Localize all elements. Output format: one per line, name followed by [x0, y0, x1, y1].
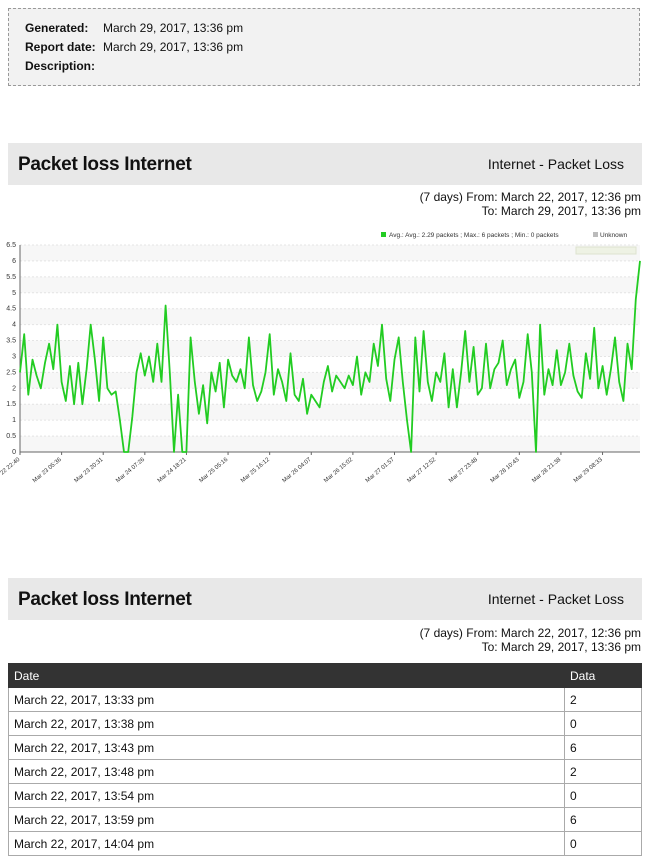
x-tick-label: Mar 24 07:26 [115, 457, 146, 485]
data-line [19, 260, 641, 453]
grid-band [20, 340, 640, 357]
y-tick-label: 3 [12, 353, 16, 360]
y-tick-label: 2.5 [6, 369, 16, 376]
y-tick-label: 1.5 [6, 401, 16, 408]
range-to: To: March 29, 2017, 13:36 pm [481, 640, 641, 654]
info-label: Generated: [25, 21, 89, 35]
section-header: Packet loss Internet Internet - Packet L… [8, 578, 642, 620]
table-cell: 0 [564, 783, 642, 808]
y-tick-label: 3.5 [6, 338, 16, 345]
grid-band [20, 245, 640, 261]
column-header: Date [8, 663, 565, 688]
table-cell: March 22, 2017, 14:04 pm [8, 831, 565, 856]
y-tick-label: 5 [12, 290, 16, 297]
table-row: March 22, 2017, 13:33 pm 2 [8, 687, 642, 712]
x-tick-label: Mar 27 01:57 [365, 457, 396, 485]
date-range: (7 days) From: March 22, 2017, 12:36 pm … [420, 190, 641, 218]
table-row: March 22, 2017, 13:54 pm 0 [8, 783, 642, 808]
section-subtitle: Internet - Packet Loss [487, 591, 624, 607]
info-value: March 29, 2017, 13:36 pm [103, 40, 244, 54]
table-row: March 22, 2017, 13:38 pm 0 [8, 711, 642, 736]
table-cell: March 22, 2017, 13:33 pm [8, 687, 565, 712]
x-tick-label: Mar 24 18:21 [157, 457, 188, 485]
table-row: March 22, 2017, 14:04 pm 0 [8, 831, 642, 856]
date-range: (7 days) From: March 22, 2017, 12:36 pm … [420, 626, 641, 654]
data-table: Date Data March 22, 2017, 13:33 pm 2 March 2… [8, 663, 642, 856]
x-tick-label: Mar 22 22:40 [0, 457, 22, 485]
legend-swatch [593, 232, 598, 237]
x-tick-label: Mar 25 05:16 [198, 457, 229, 485]
table-cell: March 22, 2017, 13:54 pm [8, 783, 565, 808]
section-header: Packet loss Internet Internet - Packet L… [8, 143, 642, 185]
column-header: Data [564, 663, 642, 688]
chart: 0 0.5 1 1.5 2 2.5 3 3.5 4 4.5 5 5.5 6 6.5 Mar 22 22:40… [0, 232, 641, 485]
table-cell: March 22, 2017, 13:59 pm [8, 807, 565, 832]
range-from: (7 days) From: March 22, 2017, 12:36 pm [419, 190, 641, 204]
legend-label: Avg.: Avg.: 2.29 packets ; Max.: 6 packe… [389, 232, 559, 239]
table-cell: 6 [564, 807, 642, 832]
table-row: March 22, 2017, 13:59 pm 6 [8, 807, 642, 832]
table-cell: March 22, 2017, 13:38 pm [8, 711, 565, 736]
table-cell: 0 [564, 831, 642, 856]
grid-band [20, 308, 640, 325]
x-tick-label: Mar 26 15:02 [323, 457, 354, 485]
info-label: Report date: [25, 40, 96, 54]
info-label: Description: [25, 59, 96, 73]
grid-band [20, 276, 640, 293]
section-subtitle: Internet - Packet Loss [487, 156, 624, 172]
grid-band [20, 404, 640, 421]
x-tick-label: Mar 26 04:07 [282, 457, 313, 485]
range-from: (7 days) From: March 22, 2017, 12:36 pm [419, 626, 641, 640]
grid-band [20, 436, 640, 452]
table-cell: March 22, 2017, 13:48 pm [8, 759, 565, 784]
info-row: Description: [25, 59, 639, 78]
y-tick-label: 4 [12, 322, 16, 329]
table-cell: 0 [564, 711, 642, 736]
y-tick-label: 2 [12, 385, 16, 392]
table-cell: 2 [564, 759, 642, 784]
legend-label: Unknown [600, 232, 627, 239]
legend-box [575, 246, 637, 255]
x-tick-label: Mar 29 08:33 [573, 457, 604, 485]
table-cell: March 22, 2017, 13:43 pm [8, 735, 565, 760]
y-tick-label: 4.5 [6, 306, 16, 313]
table-row: March 22, 2017, 13:43 pm 6 [8, 735, 642, 760]
x-tick-label: Mar 23 20:31 [74, 457, 105, 485]
x-tick-label: Mar 27 23:48 [448, 457, 479, 485]
x-tick-label: Mar 28 10:43 [490, 457, 521, 485]
table-cell: 2 [564, 687, 642, 712]
x-tick-label: Mar 28 21:38 [531, 457, 562, 485]
y-tick-label: 1 [12, 417, 16, 424]
y-tick-label: 6.5 [6, 242, 16, 249]
section-title: Packet loss Internet [18, 154, 192, 175]
section-title: Packet loss Internet [18, 589, 192, 610]
range-to: To: March 29, 2017, 13:36 pm [481, 204, 641, 218]
x-tick-label: Mar 27 12:52 [406, 457, 437, 485]
y-tick-label: 0.5 [6, 433, 16, 440]
info-value: March 29, 2017, 13:36 pm [103, 21, 244, 35]
legend-swatch [381, 232, 386, 237]
x-tick-label: Mar 23 05:36 [32, 457, 63, 485]
info-row: Report date: March 29, 2017, 13:36 pm [25, 40, 639, 59]
report-info: Generated: March 29, 2017, 13:36 pm Report… [8, 8, 640, 86]
y-tick-label: 5.5 [6, 274, 16, 281]
info-row: Generated: March 29, 2017, 13:36 pm [25, 21, 639, 40]
y-tick-label: 6 [12, 258, 16, 265]
table-cell: 6 [564, 735, 642, 760]
y-tick-label: 0 [12, 449, 16, 456]
x-tick-label: Mar 25 16:12 [240, 457, 271, 485]
table-row: March 22, 2017, 13:48 pm 2 [8, 759, 642, 784]
